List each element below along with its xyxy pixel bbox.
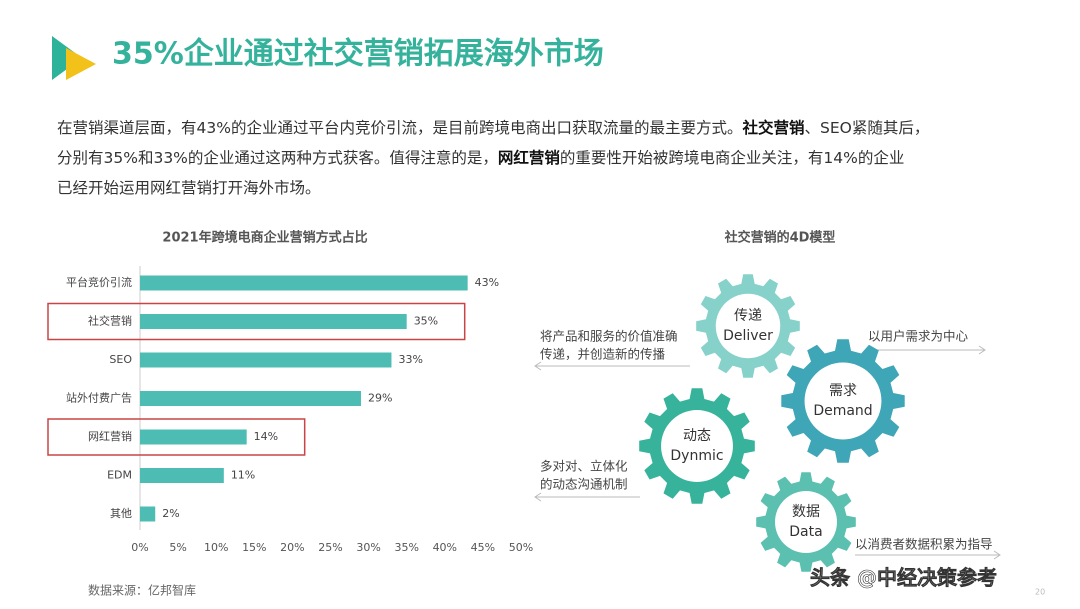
value-label: 35% (414, 315, 438, 328)
x-tick-label: 50% (509, 541, 533, 554)
bar (140, 352, 392, 368)
annotation: 传递，并创造新的传播 (540, 347, 666, 362)
gear-center (661, 410, 733, 482)
x-tick-label: 0% (131, 541, 148, 554)
bar (140, 314, 407, 329)
y-tick-label: 站外付费广告 (66, 391, 132, 405)
gear-sublabel: Demand (813, 403, 872, 419)
value-label: 2% (162, 507, 179, 520)
highlight-box (47, 418, 306, 456)
value-label: 14% (254, 430, 278, 443)
y-tick-label: EDM (107, 469, 132, 482)
gear-label: 需求 (829, 383, 857, 399)
gear-sublabel: Dynmic (670, 448, 723, 464)
arrow-head (978, 345, 986, 355)
text: 的重要性开始被跨境电商企业关注，有14%的企业 (559, 149, 905, 167)
paragraph-line: 分别有35%和33%的企业通过这两种方式获客。值得注意的是，网红营销的重要性开始… (57, 143, 1057, 173)
title: 35%企业通过社交营销拓展海外市场 (112, 37, 604, 72)
gear-center (804, 362, 882, 440)
value-label: 43% (475, 276, 499, 289)
gear-label: 传递 (734, 308, 762, 324)
y-tick-label: 其他 (110, 507, 132, 520)
chart-title: 2021年跨境电商企业营销方式占比 (162, 230, 367, 246)
text: 已经开始运用网红营销打开海外市场。 (57, 179, 321, 197)
y-tick-label: 社交营销 (88, 314, 132, 328)
x-tick-label: 10% (204, 541, 228, 554)
paragraph-line: 在营销渠道层面，有43%的企业通过平台内竞价引流，是目前跨境电商出口获取流量的最… (57, 113, 1057, 143)
text: 在营销渠道层面，有43%的企业通过平台内竞价引流，是目前跨境电商出口获取流量的最… (57, 119, 743, 137)
value-label: 11% (231, 469, 255, 482)
x-tick-label: 5% (169, 541, 186, 554)
x-tick-label: 15% (242, 541, 266, 554)
gear-center (775, 491, 837, 553)
text: 、SEO紧随其后， (804, 119, 930, 137)
source: 数据来源：亿邦智库 (88, 583, 196, 598)
annotation: 多对对、立体化 (540, 459, 628, 474)
x-tick-label: 20% (280, 541, 304, 554)
arrow-head (993, 550, 1001, 560)
x-tick-label: 35% (394, 541, 418, 554)
text: 分别有35%和33%的企业通过这两种方式获客。值得注意的是， (57, 149, 498, 167)
bold-text: 网红营销 (497, 149, 560, 167)
bar (140, 391, 361, 406)
annotation: 以消费者数据积累为指导 (855, 537, 993, 552)
value-label: 29% (368, 392, 392, 405)
bar (140, 506, 156, 522)
bar (140, 468, 224, 483)
arrow-head (534, 492, 542, 502)
annotation: 以用户需求为中心 (868, 329, 969, 344)
paragraph-line: 已经开始运用网红营销打开海外市场。 (57, 173, 1057, 203)
diagram-title: 社交营销的4D模型 (724, 230, 836, 246)
x-tick-label: 25% (318, 541, 342, 554)
paragraph: 在营销渠道层面，有43%的企业通过平台内竞价引流，是目前跨境电商出口获取流量的最… (57, 113, 1057, 203)
highlight-box (47, 302, 466, 341)
x-tick-label: 45% (471, 541, 495, 554)
arrow-head (534, 361, 542, 371)
x-tick-label: 40% (433, 541, 457, 554)
annotation: 的动态沟通机制 (540, 477, 628, 492)
logo-right (66, 48, 96, 80)
bar (140, 429, 247, 445)
value-label: 33% (398, 353, 422, 366)
y-tick-label: SEO (109, 353, 132, 366)
gear-center (715, 293, 781, 359)
bold-text: 社交营销 (742, 119, 805, 137)
y-tick-label: 网红营销 (88, 429, 132, 443)
page-number: 20 (1035, 588, 1045, 597)
annotation: 将产品和服务的价值准确 (540, 329, 678, 344)
gear-label: 动态 (683, 428, 711, 444)
footer-credit: 头条 @中经决策参考 (810, 566, 997, 590)
y-tick-label: 平台竞价引流 (66, 275, 132, 289)
gear-sublabel: Deliver (723, 328, 773, 344)
gear-sublabel: Data (789, 524, 822, 540)
x-tick-label: 30% (356, 541, 380, 554)
gear-label: 数据 (792, 504, 820, 520)
bar (140, 275, 468, 291)
